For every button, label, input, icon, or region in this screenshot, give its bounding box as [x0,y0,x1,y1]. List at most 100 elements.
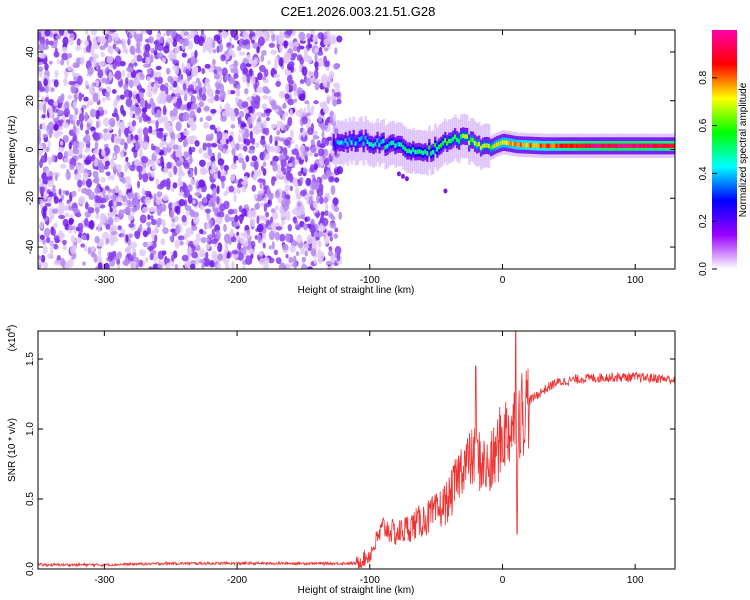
heatmap-cell [296,54,303,62]
heatmap-cell [199,228,204,235]
heatmap-cell [246,74,251,84]
heatmap-cell [318,116,322,123]
heatmap-cell [53,235,60,242]
heatmap-cell [250,76,256,85]
heatmap-cell [440,143,443,148]
heatmap-cell [255,202,260,210]
heatmap-cell [489,145,493,150]
heatmap-cell [124,48,129,55]
heatmap-cell [156,109,162,118]
heatmap-cell [332,99,338,107]
heatmap-cell [142,241,149,248]
heatmap-cell [62,239,67,246]
heatmap-cell [149,253,154,261]
heatmap-cell [649,143,652,148]
heatmap-cell [71,207,78,212]
heatmap-cell [225,73,230,81]
heatmap-cell [163,166,169,174]
heatmap-cell [198,100,205,108]
heatmap-cell [38,102,41,107]
heatmap-cell [147,245,154,251]
heatmap-cell [210,108,217,114]
heatmap-cell [477,141,481,147]
heatmap-cell [53,79,59,88]
heatmap-cell [289,156,295,162]
heatmap-cell [324,210,329,216]
heatmap-cell [96,36,102,43]
heatmap-cell [116,195,123,203]
heatmap-cell [47,175,53,181]
heatmap-cell [128,223,135,228]
heatmap-cell [137,180,140,189]
heatmap-cell [116,114,120,122]
heatmap-cell [276,120,283,129]
heatmap-cell [323,105,329,114]
heatmap-cell [160,238,166,246]
heatmap-cell [613,143,616,148]
heatmap-cell [621,143,624,148]
heatmap-cell [139,259,143,268]
heatmap-cell [334,144,338,150]
heatmap-cell [142,30,146,35]
heatmap-cell [75,63,80,68]
heatmap-cell [168,171,173,178]
snr-x-axis-label: Height of straight line (km) [298,585,415,596]
heatmap-cell [49,110,54,119]
heatmap-cell [63,31,69,39]
heatmap-cell [619,143,622,148]
heatmap-cell [100,51,106,58]
heatmap-cell [89,219,95,230]
colorbar-tick-label: 0.6 [698,118,709,132]
heatmap-cell [178,191,184,197]
heatmap-cell [221,181,225,189]
heatmap-cell [48,191,54,198]
heatmap-cell [157,264,163,269]
heatmap-cell [105,223,111,230]
heatmap-cell [208,233,212,239]
heatmap-cell [134,159,141,166]
heatmap-cell [297,201,302,207]
heatmap-cell [82,136,88,143]
heatmap-cell [225,262,230,269]
heatmap-cell [53,196,59,204]
heatmap-cell [298,31,306,41]
heatmap-cell [201,68,206,75]
heatmap-cell [97,106,104,112]
heatmap-cell [226,42,232,47]
heatmap-cell [117,39,123,44]
heatmap-cell [479,145,483,151]
heatmap-cell [280,159,287,168]
heatmap-cell [147,172,152,178]
heatmap-cell [330,37,337,45]
heatmap-cell [213,73,220,80]
heatmap-cell [324,47,329,52]
heatmap-cell [426,151,429,156]
snr-scale-base: (x10 [7,331,18,351]
heatmap-cell [483,143,487,148]
heatmap-cell [89,126,96,131]
heatmap-cell [238,51,246,56]
heatmap-cell [236,235,241,240]
heatmap-cell [58,146,65,153]
heatmap-cell [334,227,339,233]
heatmap-cell [237,252,244,261]
heatmap-cell [262,127,267,135]
x-tick-label: -300 [94,275,114,286]
heatmap-cell [212,202,216,213]
heatmap-cell [448,138,451,144]
heatmap-cell [390,140,393,146]
heatmap-cell [655,143,658,148]
heatmap-cell [303,243,309,250]
heatmap-cell [641,143,644,148]
heatmap-cell [635,143,638,148]
heatmap-cell [45,96,49,102]
heatmap-cell [60,93,65,100]
heatmap-cell [529,143,533,148]
heatmap-cell [198,179,206,188]
heatmap-cell [45,85,49,94]
heatmap-cell [581,143,584,148]
heatmap-cell [333,63,340,70]
heatmap-cell [583,143,586,148]
heatmap-cell [230,163,238,170]
